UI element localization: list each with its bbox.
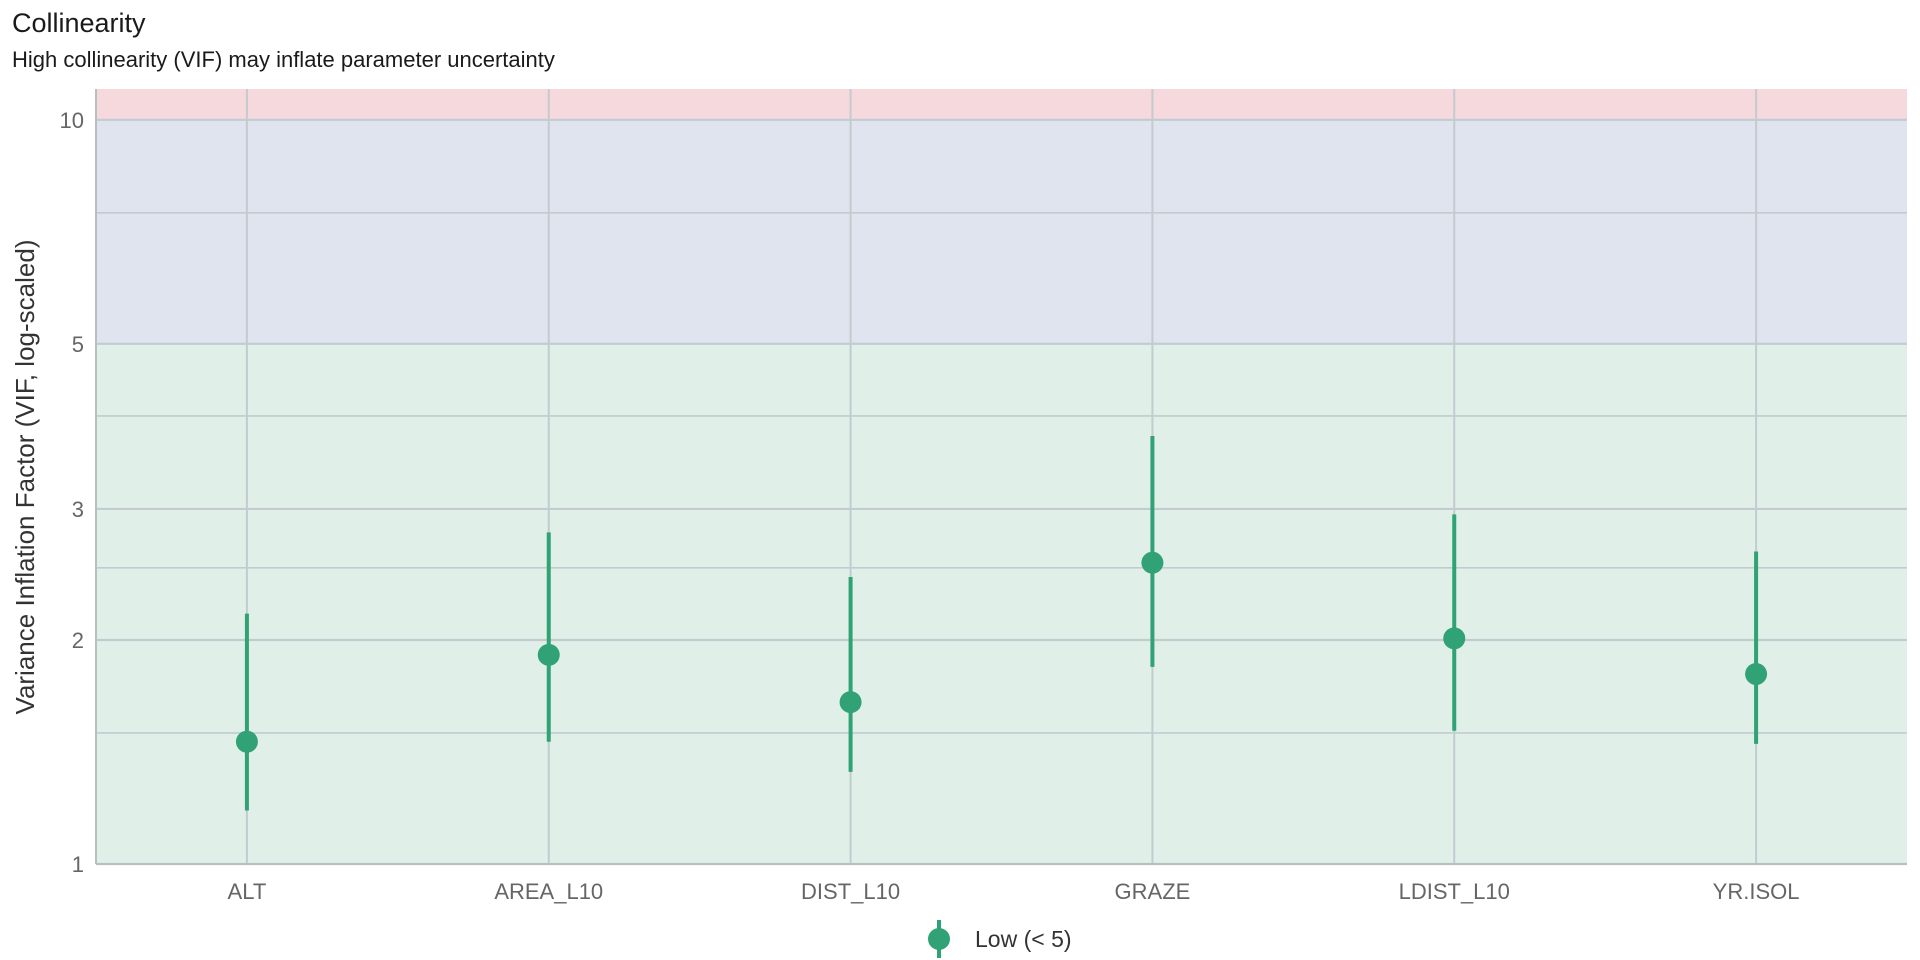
point-AREA_L10	[537, 643, 560, 666]
band-1	[96, 119, 1907, 344]
chart-subtitle: High collinearity (VIF) may inflate para…	[12, 47, 555, 72]
tick-labels: 1 2 3 5 10 ALT AREA_L10 DIST_L10 GRAZE LDIST_L10 Y…	[60, 108, 1800, 904]
x-tick-label: ALT	[228, 879, 267, 904]
axes	[95, 89, 1907, 865]
point-YR.ISOL	[1745, 663, 1768, 686]
y-tick-label: 3	[72, 497, 84, 522]
point-DIST_L10	[839, 691, 862, 714]
x-tick-label: AREA_L10	[494, 879, 603, 904]
point-GRAZE	[1141, 551, 1164, 574]
y-tick-label: 5	[72, 332, 84, 357]
band-0	[96, 343, 1907, 865]
grid-lines	[96, 89, 1907, 866]
band-2	[96, 89, 1907, 120]
x-tick-label: YR.ISOL	[1713, 879, 1800, 904]
legend: Low (< 5)	[928, 920, 1072, 958]
y-tick-label: 1	[72, 852, 84, 877]
point-ALT	[235, 730, 258, 753]
x-tick-label: LDIST_L10	[1399, 879, 1510, 904]
vif-bands	[96, 89, 1907, 865]
x-tick-label: GRAZE	[1115, 879, 1191, 904]
chart-title: Collinearity	[12, 8, 146, 38]
legend-label: Low (< 5)	[975, 926, 1072, 952]
data-marks	[235, 435, 1768, 811]
y-tick-label: 2	[72, 628, 84, 653]
y-axis-label: Variance Inflation Factor (VIF, log-scal…	[10, 240, 40, 715]
legend-key-point	[928, 928, 950, 950]
point-LDIST_L10	[1443, 627, 1466, 650]
x-tick-label: DIST_L10	[801, 879, 900, 904]
y-tick-label: 10	[60, 108, 84, 133]
